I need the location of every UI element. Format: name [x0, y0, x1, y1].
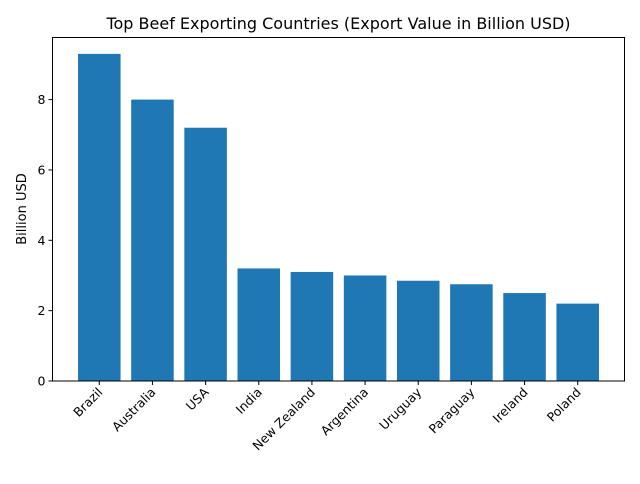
y-tick-label: 6 — [38, 162, 46, 177]
x-tick-label: Uruguay — [376, 384, 425, 433]
x-tick-label: Ireland — [489, 385, 530, 426]
y-tick-label: 0 — [38, 374, 46, 389]
x-tick-label: India — [233, 385, 265, 417]
bar-brazil — [78, 53, 121, 381]
y-tick-label: 8 — [38, 92, 46, 107]
x-tick-label: Argentina — [317, 385, 371, 439]
x-tick-label: USA — [183, 384, 212, 413]
x-tick-label: Brazil — [70, 385, 105, 420]
bar-ireland — [503, 293, 546, 381]
plot-frame — [52, 37, 625, 382]
y-axis-label: Billion USD — [15, 173, 30, 244]
bar-new-zealand — [290, 271, 334, 381]
x-tick-label: Paraguay — [426, 384, 478, 436]
bar-poland — [556, 303, 599, 381]
y-tick-label: 2 — [38, 303, 46, 318]
bar-argentina — [343, 275, 387, 381]
bar-uruguay — [396, 280, 440, 381]
x-tick-label: Poland — [544, 385, 584, 425]
y-tick-label: 4 — [38, 233, 46, 248]
bar-usa — [184, 127, 227, 381]
bar-paraguay — [450, 284, 493, 381]
chart-title: Top Beef Exporting Countries (Export Val… — [105, 14, 570, 33]
bar-india — [237, 268, 281, 381]
bar-australia — [131, 99, 174, 381]
x-tick-label: Australia — [109, 385, 159, 435]
